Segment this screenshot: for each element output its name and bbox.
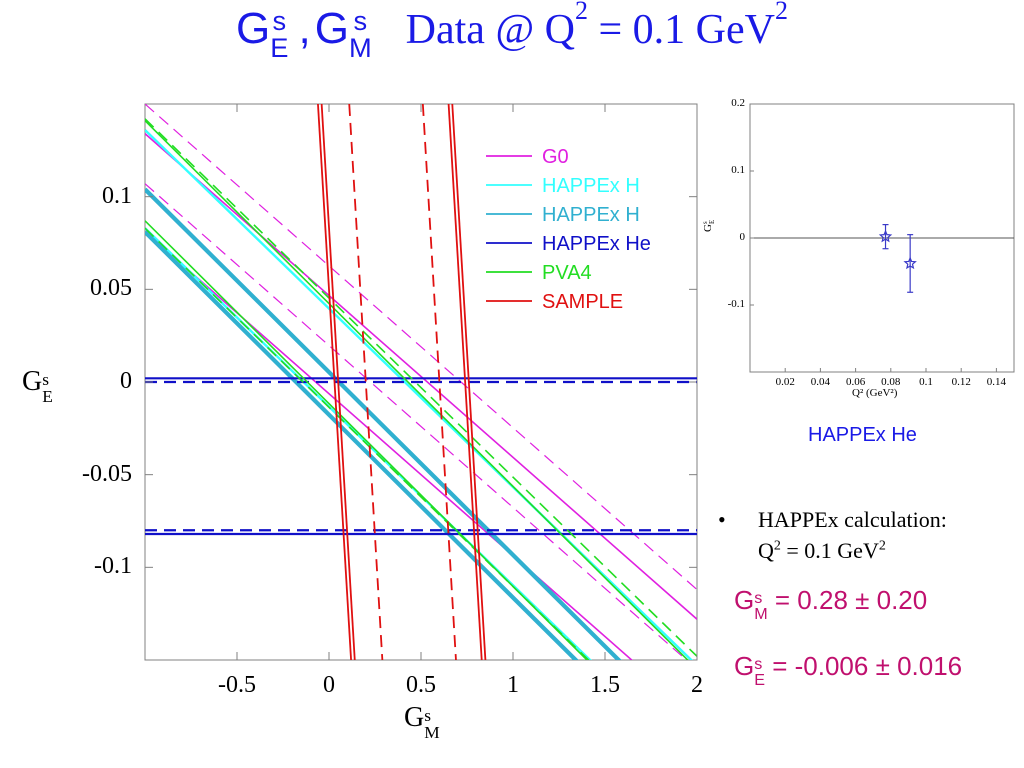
inset-x-axis-label: Q² (GeV²): [852, 387, 898, 399]
inset-x-tick-label: 0.1: [919, 376, 933, 388]
main-legend: G0 HAPPEx H HAPPEx H HAPPEx He PVA4 SAMPLE: [486, 146, 651, 313]
legend-label-happex-he-3: HAPPEx He: [542, 233, 651, 255]
bullet-symbol: •: [718, 507, 726, 532]
inset-x-tick-label: 0.04: [810, 376, 831, 388]
series-line-happex-h-1-4: [145, 129, 693, 660]
series-line-sample-18: [348, 104, 384, 660]
main-series-group: [145, 104, 697, 660]
main-x-tick-label: -0.5: [218, 672, 256, 698]
inset-x-tick-label: 0.02: [775, 376, 795, 388]
series-line-sample-21: [451, 104, 487, 660]
series-line-g0-0: [145, 133, 697, 620]
inset-x-tick-label: 0.12: [951, 376, 971, 388]
legend-label-happex-h-2: HAPPEx H: [542, 204, 640, 226]
inset-data-point-star-1: [903, 256, 917, 270]
inset-y-tick-label: -0.1: [727, 298, 745, 310]
main-y-tick-label: 0: [120, 368, 132, 394]
series-line-sample-16: [317, 104, 352, 660]
title-rest: Data @ Q2 = 0.1 GeV2: [405, 0, 788, 53]
bullet-line-2: Q2 = 0.1 GeV2: [758, 538, 886, 563]
inset-x-tick-label: 0.08: [881, 376, 901, 388]
inset-caption: HAPPEx He: [808, 424, 917, 446]
inset-y-tick-label: 0: [739, 231, 746, 243]
series-line-pva4-14: [145, 118, 697, 657]
inset-x-tick-label: 0.14: [986, 376, 1007, 388]
series-line-pva4-12: [145, 120, 689, 660]
main-y-tick-label: -0.05: [82, 460, 132, 487]
main-tick-marks: [145, 104, 698, 660]
main-x-tick-label: 1.5: [590, 672, 620, 698]
inset-y-tick-label: 0.1: [731, 164, 745, 176]
series-line-sample-19: [421, 104, 457, 660]
main-x-tick-label: 1: [507, 672, 519, 698]
series-line-g0-2: [145, 104, 697, 591]
bullet-line-1: HAPPEx calculation:: [758, 507, 947, 532]
title-separator: ,: [298, 4, 311, 53]
legend-label-happex-h-1: HAPPEx H: [542, 175, 640, 197]
inset-series-group: [750, 103, 1014, 372]
series-line-g0-3: [145, 183, 688, 660]
main-x-tick-label: 0.5: [406, 672, 436, 698]
series-line-sample-20: [447, 104, 483, 660]
inset-y-tick-label: 0.2: [731, 97, 745, 109]
inset-data-point-star-0: [878, 229, 893, 243]
series-line-pva4-15: [145, 227, 590, 660]
main-y-tick-label: 0.1: [102, 182, 132, 209]
series-line-pva4-13: [145, 220, 589, 660]
legend-label-g0-0: G0: [542, 146, 569, 168]
inset-x-tick-label: 0.06: [845, 376, 866, 388]
series-line-sample-17: [320, 104, 356, 660]
main-x-tick-label: 2: [691, 672, 703, 698]
legend-label-pva4-4: PVA4: [542, 262, 592, 284]
main-y-tick-label: -0.1: [94, 553, 132, 580]
main-y-tick-label: 0.05: [90, 275, 132, 302]
series-line-happex-h-2-6: [145, 187, 622, 660]
series-line-happex-h-2-7: [145, 230, 579, 660]
main-x-tick-label: 0: [323, 672, 335, 698]
legend-label-sample-5: SAMPLE: [542, 291, 623, 313]
